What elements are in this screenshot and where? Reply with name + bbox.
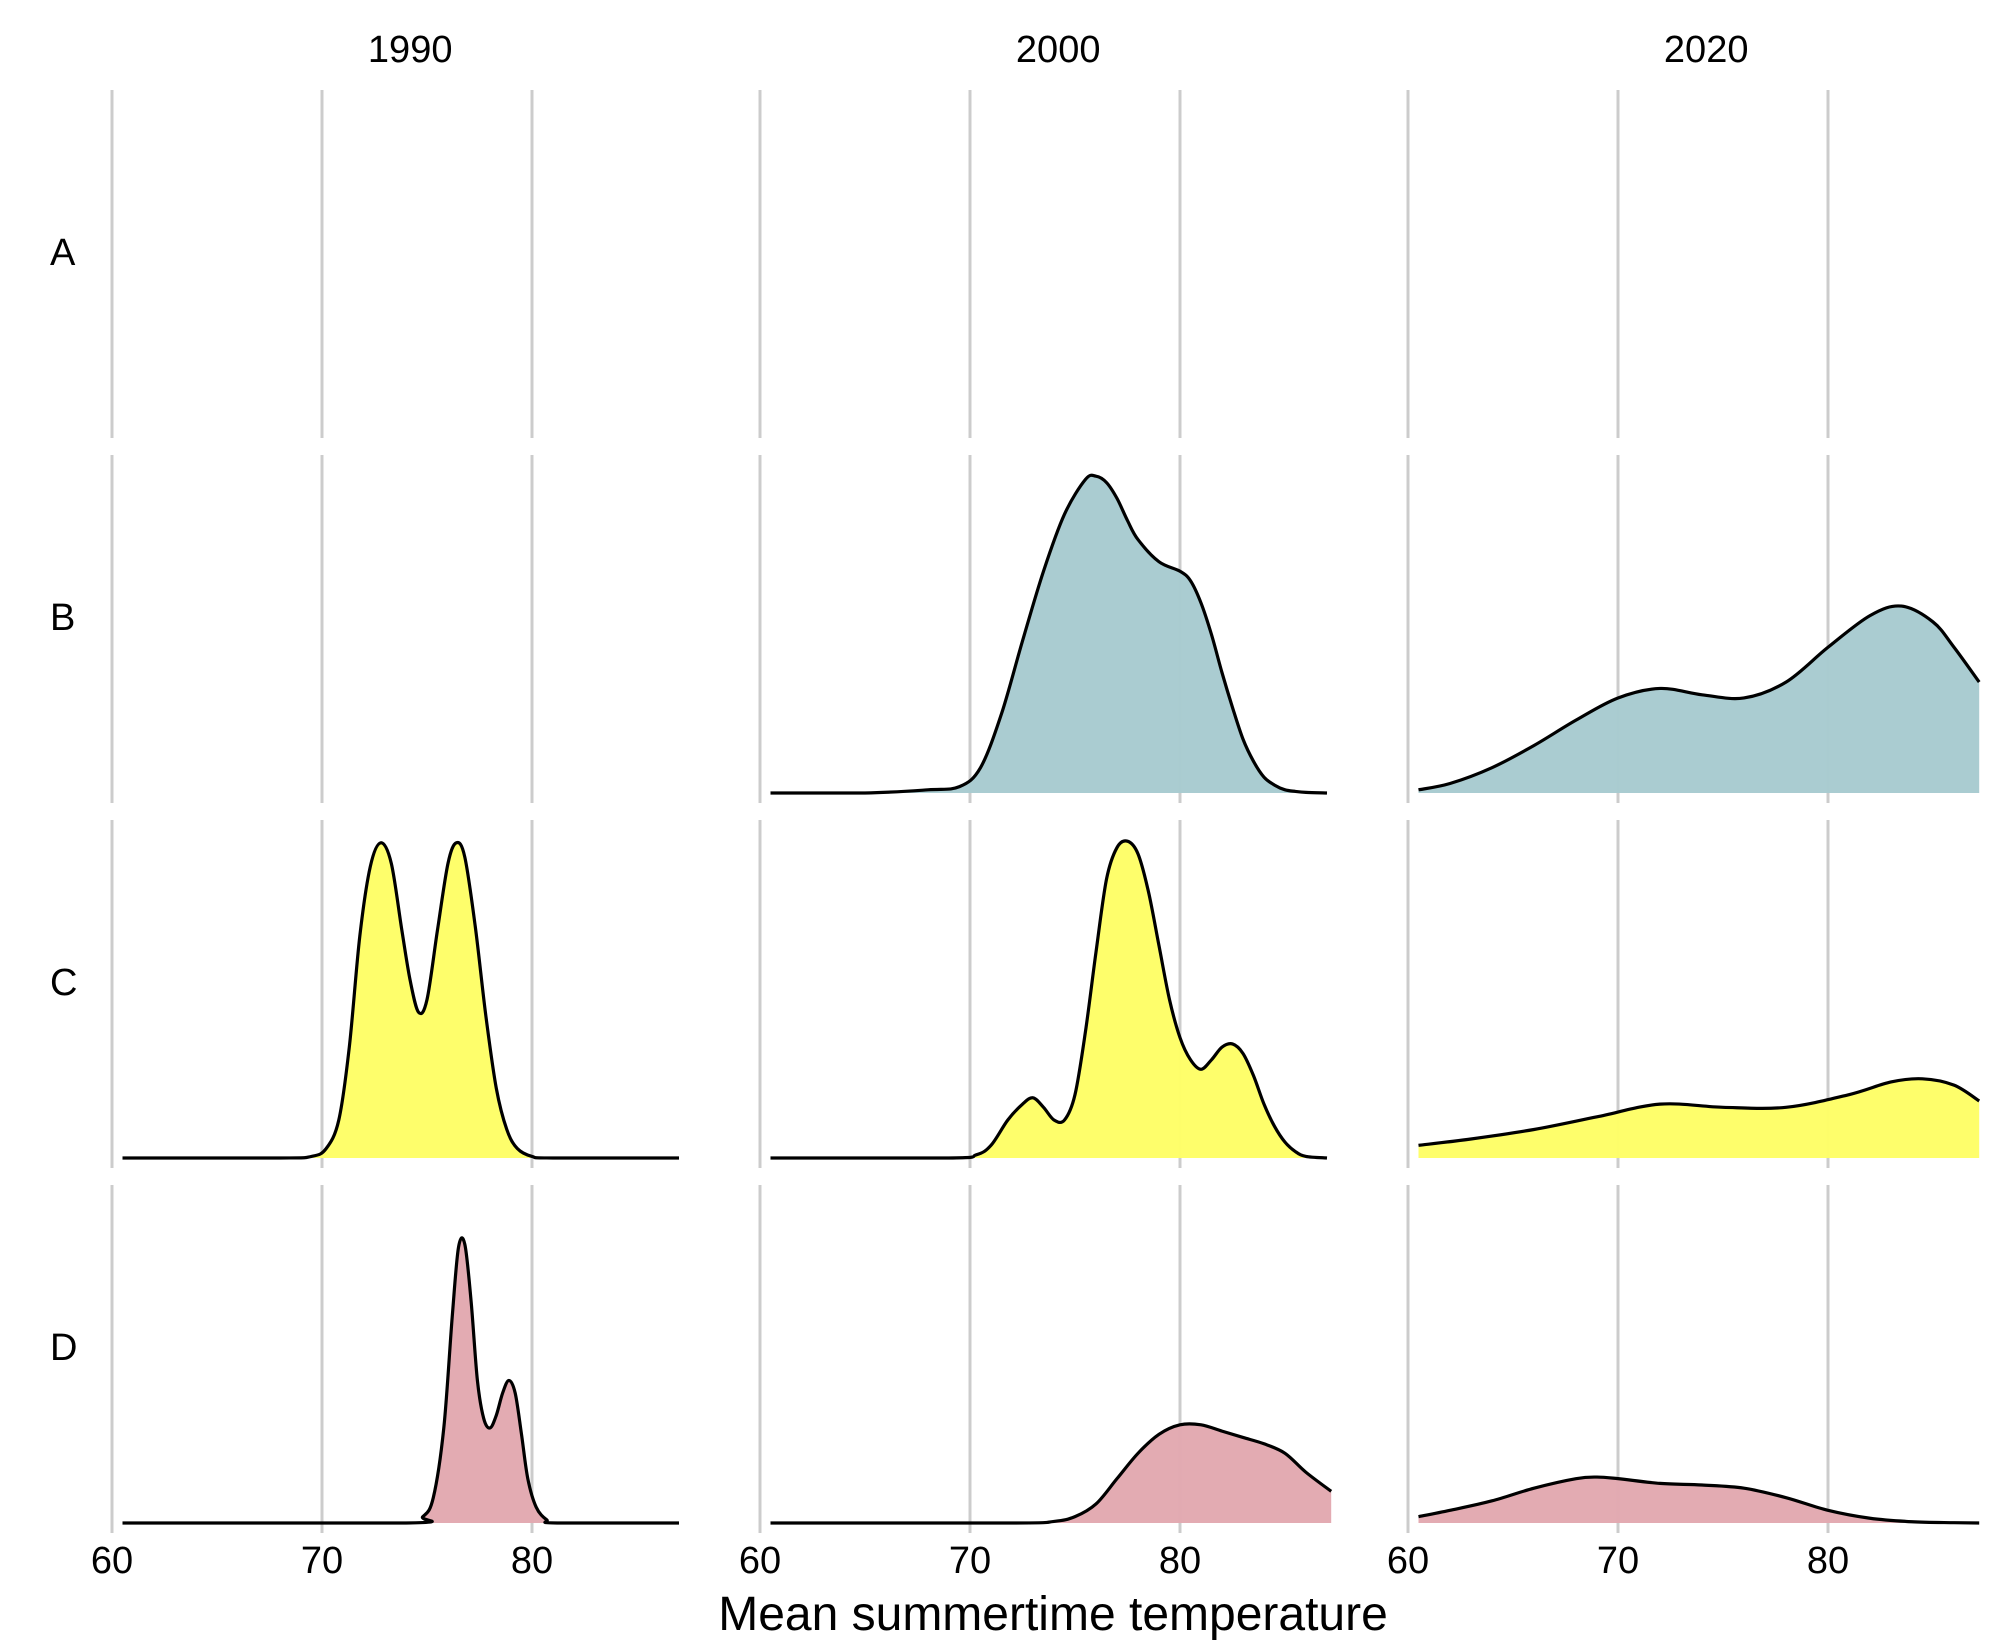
density-line-D-2000 <box>770 1422 1333 1525</box>
column-title-2000: 2000 <box>1016 29 1101 71</box>
density-line-D-1990 <box>122 1236 679 1525</box>
labels: 1990 2000 2020 A B C D 60 70 80 60 70 80 60 70 80 <box>50 29 1849 1582</box>
column-title-1990: 1990 <box>368 29 453 71</box>
density-line-C-1990 <box>122 840 679 1160</box>
row-label-B: B <box>50 597 75 639</box>
row-label-D: D <box>50 1327 77 1369</box>
x-tick-label-2000-70: 70 <box>949 1540 991 1582</box>
density-line-D-2020 <box>1418 1475 1980 1525</box>
x-tick-label-1990-80: 80 <box>511 1540 553 1582</box>
density-line-B-2020 <box>1418 604 1981 792</box>
density-line-C-2000 <box>770 839 1328 1160</box>
x-tick-label-2020-60: 60 <box>1387 1540 1429 1582</box>
density-areas <box>122 473 1981 1525</box>
density-area-C-1990 <box>122 842 679 1158</box>
density-area-D-2000 <box>770 1423 1332 1523</box>
density-line-C-2020 <box>1418 1077 1981 1147</box>
density-area-B-2020 <box>1418 605 1980 793</box>
row-label-A: A <box>50 232 76 274</box>
x-tick-label-2020-80: 80 <box>1807 1540 1849 1582</box>
density-area-C-2020 <box>1418 1078 1980 1158</box>
x-tick-label-1990-70: 70 <box>301 1540 343 1582</box>
density-area-B-2000 <box>770 475 1327 793</box>
density-area-D-1990 <box>122 1237 679 1523</box>
gridlines <box>110 90 1830 1533</box>
density-line-B-2000 <box>770 473 1328 795</box>
x-tick-label-2020-70: 70 <box>1597 1540 1639 1582</box>
x-tick-label-2000-60: 60 <box>739 1540 781 1582</box>
x-axis-title: Mean summertime temperature <box>718 1588 1388 1641</box>
column-title-2020: 2020 <box>1664 29 1749 71</box>
x-tick-label-1990-60: 60 <box>91 1540 133 1582</box>
x-tick-label-2000-80: 80 <box>1159 1540 1201 1582</box>
row-label-C: C <box>50 962 77 1004</box>
density-area-D-2020 <box>1418 1477 1980 1523</box>
density-area-C-2000 <box>770 840 1327 1158</box>
